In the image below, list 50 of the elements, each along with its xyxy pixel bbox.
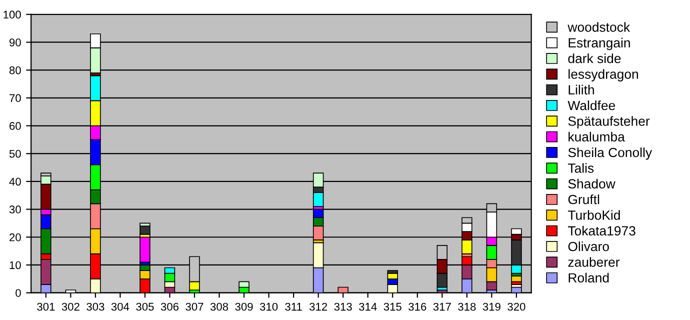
legend-label: Spätaufsteher <box>568 116 650 128</box>
y-tick-label: 0 <box>16 289 21 297</box>
legend-label: lessydragon <box>568 69 638 82</box>
x-tick-label: 319 <box>482 302 500 311</box>
x-tick-label: 318 <box>458 302 476 311</box>
legend-label: Roland <box>568 272 609 283</box>
x-tick-label: 311 <box>285 302 302 311</box>
legend-label: woodstock <box>568 22 630 32</box>
x-tick-label: 304 <box>111 302 130 311</box>
legend-label: Talis <box>568 163 594 173</box>
y-tick-label: 90 <box>9 38 21 46</box>
legend-label: dark side <box>568 53 621 64</box>
x-tick-label: 310 <box>260 302 278 311</box>
x-tick-label: 301 <box>37 302 55 311</box>
x-tick-label: 302 <box>62 302 80 311</box>
x-tick-label: 314 <box>359 302 377 311</box>
x-tick-label: 320 <box>508 302 526 311</box>
legend-label: Shadow <box>568 178 616 189</box>
bar <box>140 236 150 263</box>
legend-label: Waldfee <box>568 100 616 110</box>
x-tick-label: 305 <box>136 302 154 311</box>
y-tick-label: 50 <box>9 150 21 158</box>
y-tick-label: 40 <box>9 178 21 186</box>
x-tick-label: 306 <box>160 302 179 311</box>
x-tick-label: 312 <box>309 302 328 311</box>
x-tick-label: 307 <box>186 302 204 311</box>
legend-label: Sheila Conolly <box>568 147 652 160</box>
legend-label: Gruftl <box>568 194 600 204</box>
x-tick-label: 317 <box>433 302 451 311</box>
legend-label: Olivaro <box>568 241 609 252</box>
legend-label: Tokata1973 <box>568 226 636 236</box>
y-tick-label: 20 <box>10 233 21 242</box>
x-tick-label: 313 <box>334 302 352 311</box>
x-tick-label: 309 <box>235 302 253 311</box>
legend-label: Lilith <box>568 84 594 94</box>
x-tick-label: 315 <box>384 302 402 311</box>
legend-label: Estrangain <box>568 38 630 50</box>
x-tick-label: 316 <box>408 302 426 311</box>
y-tick-label: 10 <box>10 261 21 270</box>
legend-label: TurboKid <box>568 210 620 220</box>
legend-label: kualumba <box>568 132 625 142</box>
bar <box>140 226 150 235</box>
x-tick-label: 308 <box>210 302 228 311</box>
x-tick-label: 303 <box>86 302 104 311</box>
y-tick-label: 30 <box>9 206 21 214</box>
y-tick-label: 60 <box>10 122 21 130</box>
y-tick-label: 80 <box>9 66 21 74</box>
y-tick-label: 70 <box>10 94 21 102</box>
y-tick-label: 100 <box>4 10 21 19</box>
legend-label: zauberer <box>568 257 620 267</box>
